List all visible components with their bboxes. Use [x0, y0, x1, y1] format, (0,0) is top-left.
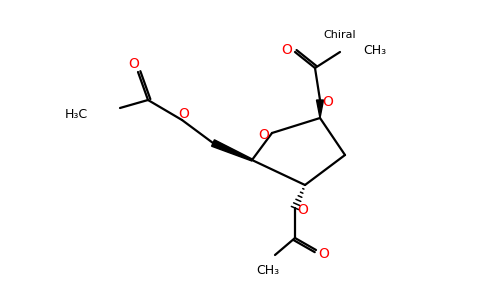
Text: O: O	[282, 43, 292, 57]
Text: Chiral: Chiral	[324, 30, 356, 40]
Text: O: O	[298, 203, 308, 217]
Text: CH₃: CH₃	[363, 44, 386, 56]
Polygon shape	[212, 140, 252, 161]
Text: O: O	[258, 128, 270, 142]
Text: O: O	[318, 247, 330, 261]
Text: CH₃: CH₃	[257, 263, 280, 277]
Text: O: O	[129, 57, 139, 71]
Text: O: O	[322, 95, 333, 109]
Text: O: O	[179, 107, 189, 121]
Text: H₃C: H₃C	[65, 109, 88, 122]
Polygon shape	[317, 100, 323, 118]
